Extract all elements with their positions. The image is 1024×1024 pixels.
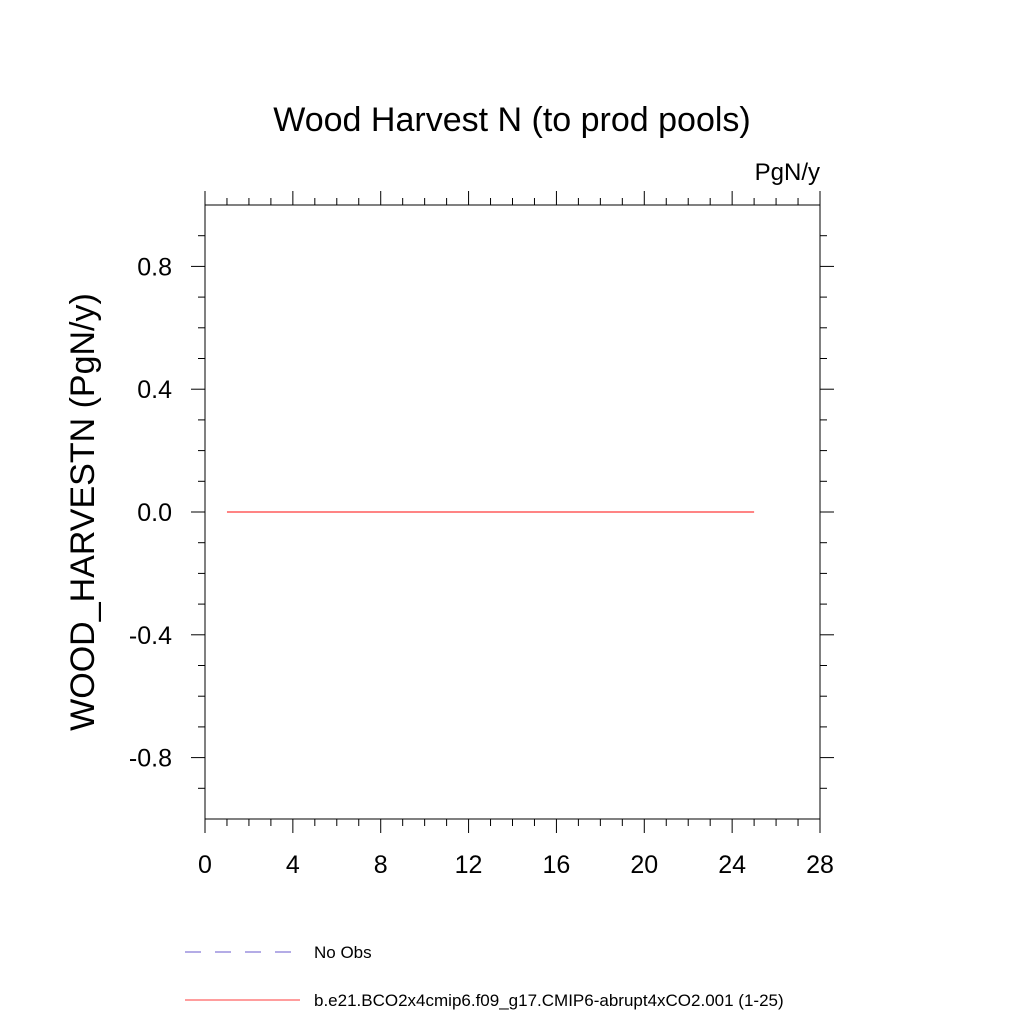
y-tick-label: -0.8 — [129, 745, 172, 773]
y-axis-label: WOOD_HARVESTN (PgN/y) — [64, 293, 102, 731]
x-tick-label: 16 — [543, 851, 571, 879]
plot-axes: 0 4 8 12 16 20 24 28 -0.8 -0.4 0.0 0.4 0.8 — [129, 191, 834, 879]
y-tick-label: -0.4 — [129, 622, 172, 650]
units-label: PgN/y — [755, 159, 820, 186]
y-tick-label: 0.8 — [137, 253, 172, 281]
x-tick-label: 20 — [630, 851, 658, 879]
x-tick-label: 8 — [374, 851, 388, 879]
y-tick-label: 0.4 — [137, 376, 172, 404]
x-tick-label: 28 — [806, 851, 834, 879]
chart-title: Wood Harvest N (to prod pools) — [273, 101, 750, 139]
x-tick-label: 24 — [718, 851, 746, 879]
x-tick-label: 4 — [286, 851, 300, 879]
legend-entry: b.e21.BCO2x4cmip6.f09_g17.CMIP6-abrupt4x… — [314, 991, 784, 1010]
legend-entry: No Obs — [314, 943, 372, 962]
x-tick-label: 12 — [455, 851, 483, 879]
x-tick-label: 0 — [198, 851, 212, 879]
legend: No Obs b.e21.BCO2x4cmip6.f09_g17.CMIP6-ab… — [185, 943, 784, 1010]
y-tick-label: 0.0 — [137, 499, 172, 527]
